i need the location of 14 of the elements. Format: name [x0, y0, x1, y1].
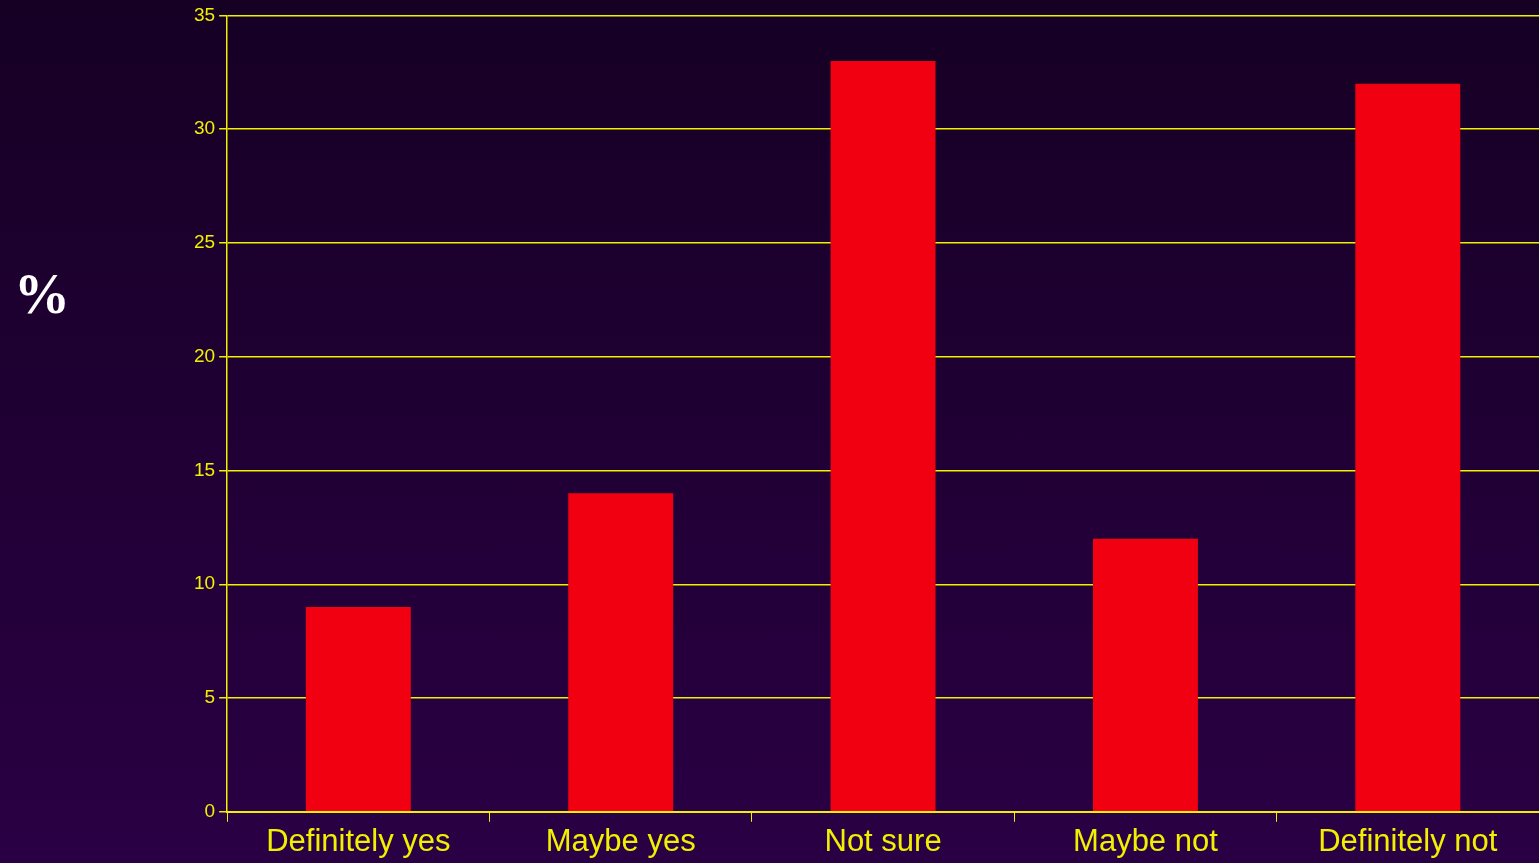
y-tick-label: 10 [193, 572, 216, 594]
y-tick-label: 20 [193, 344, 216, 366]
y-axis-title: % [14, 262, 70, 326]
y-tick-label: 30 [193, 117, 216, 139]
x-tick-label: Definitely yes [266, 822, 451, 858]
x-tick-label: Maybe not [1073, 822, 1219, 858]
x-tick-label: Not sure [824, 822, 942, 858]
y-tick-label: 15 [193, 458, 216, 480]
y-tick-label: 5 [204, 686, 216, 708]
x-tick-label: Maybe yes [545, 822, 696, 858]
x-tick-label: Definitely not [1318, 822, 1498, 858]
y-tick-label: 25 [193, 231, 216, 253]
y-tick-label: 35 [193, 3, 216, 25]
y-tick-label: 0 [204, 800, 216, 822]
